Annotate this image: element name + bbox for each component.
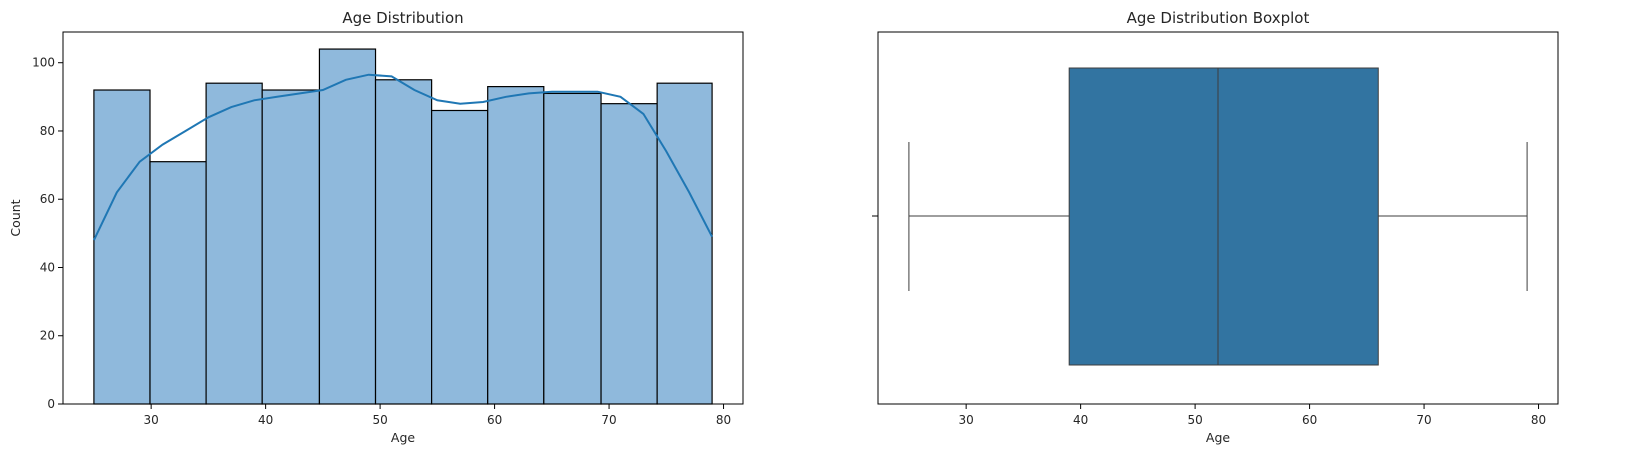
histogram-y-tick-label: 60 bbox=[40, 192, 55, 206]
histogram-bar bbox=[318, 48, 377, 405]
histogram-x-tick-label: 50 bbox=[372, 413, 387, 427]
kde-line bbox=[92, 73, 713, 241]
histogram-bar bbox=[261, 89, 321, 405]
histogram-bar bbox=[374, 79, 433, 405]
boxplot-panel: Age Distribution Boxplot 30 40 50 60 70 80 Ag… bbox=[872, 9, 1559, 445]
boxplot-x-tick-label: 40 bbox=[1073, 413, 1088, 427]
boxplot-title: Age Distribution Boxplot bbox=[1127, 9, 1310, 27]
histogram-x-label: Age bbox=[391, 430, 415, 445]
boxplot-x-tick-label: 50 bbox=[1187, 413, 1202, 427]
boxplot-x-tick-label: 70 bbox=[1416, 413, 1431, 427]
histogram-x-tick-label: 80 bbox=[716, 413, 731, 427]
histogram-x-tick-label: 60 bbox=[487, 413, 502, 427]
histogram-x-tick-label: 70 bbox=[601, 413, 616, 427]
histogram-bar bbox=[205, 82, 263, 405]
histogram-y-ticks: 0 20 40 60 80 100 bbox=[32, 56, 63, 411]
histogram-bar bbox=[149, 161, 207, 405]
boxplot-x-tick-label: 60 bbox=[1302, 413, 1317, 427]
histogram-bar bbox=[543, 92, 602, 405]
boxplot-x-tick-label: 30 bbox=[959, 413, 974, 427]
boxplot-x-label: Age bbox=[1206, 430, 1230, 445]
histogram-panel: Age Distribution 30 40 50 60 70 80 0 20 40 60 80 1… bbox=[8, 9, 744, 445]
histogram-bar bbox=[656, 82, 713, 405]
boxplot-x-tick-label: 80 bbox=[1531, 413, 1546, 427]
histogram-y-tick-label: 100 bbox=[32, 56, 55, 70]
histogram-axes-frame bbox=[62, 31, 744, 405]
histogram-x-tick-label: 40 bbox=[258, 413, 273, 427]
boxplot-axes-frame bbox=[877, 31, 1559, 405]
histogram-title: Age Distribution bbox=[342, 9, 463, 27]
histogram-bar bbox=[600, 103, 658, 405]
histogram-bar bbox=[431, 109, 489, 405]
histogram-y-label: Count bbox=[8, 199, 23, 236]
histogram-y-tick-label: 0 bbox=[47, 397, 55, 411]
histogram-bar bbox=[93, 89, 151, 405]
histogram-x-ticks: 30 40 50 60 70 80 bbox=[144, 404, 731, 427]
histogram-bars bbox=[93, 48, 713, 405]
histogram-x-tick-label: 30 bbox=[144, 413, 159, 427]
histogram-bar bbox=[487, 86, 545, 405]
histogram-y-tick-label: 20 bbox=[40, 329, 55, 343]
boxplot-box bbox=[1068, 67, 1379, 366]
histogram-y-tick-label: 80 bbox=[40, 124, 55, 138]
boxplot-x-ticks: 30 40 50 60 70 80 bbox=[959, 404, 1546, 427]
histogram-y-tick-label: 40 bbox=[40, 260, 55, 274]
